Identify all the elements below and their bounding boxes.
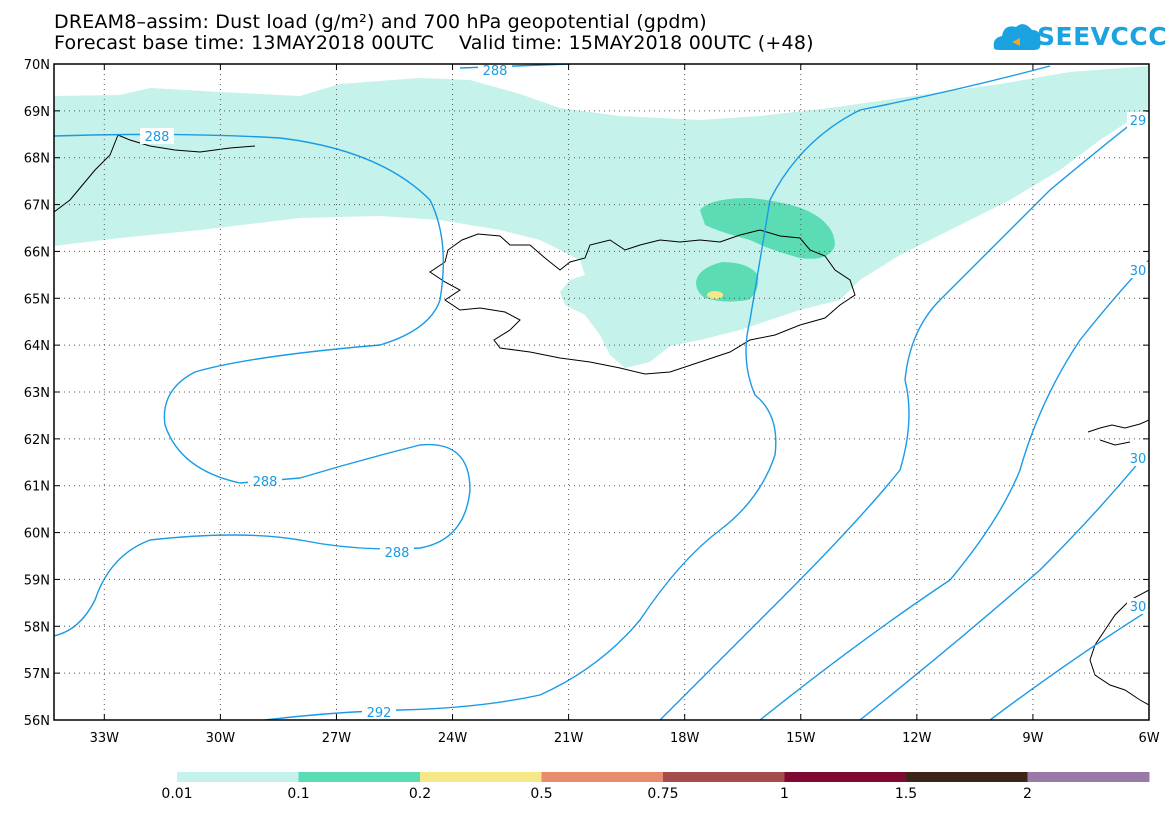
- lat-label: 60N: [24, 527, 50, 542]
- lat-label: 66N: [24, 245, 50, 260]
- latitude-labels: 70N 69N 68N 67N 66N 65N 64N 63N 62N 61N 60N 59N 58N 5…: [24, 58, 50, 729]
- lat-label: 57N: [24, 667, 50, 682]
- map-title-line1: DREAM8–assim: Dust load (g/m²) and 700 h…: [54, 11, 707, 33]
- colorbar-swatch: [177, 772, 299, 782]
- lon-label: 18W: [670, 731, 700, 746]
- lat-label: 62N: [24, 433, 50, 448]
- contour-label: 288: [385, 546, 410, 561]
- colorbar-swatch: [1027, 772, 1150, 782]
- lon-label: 12W: [902, 731, 932, 746]
- map-title-line2: Forecast base time: 13MAY2018 00UTC Vali…: [54, 32, 814, 54]
- dust-shade-patch-yellow: [707, 291, 723, 299]
- lon-label: 30W: [206, 731, 236, 746]
- lat-label: 65N: [24, 292, 50, 307]
- lon-label: 6W: [1138, 731, 1159, 746]
- lon-label: 9W: [1022, 731, 1043, 746]
- cloud-logo-icon: [993, 24, 1041, 50]
- contour-label: 288: [253, 475, 278, 490]
- colorbar-label: 0.5: [530, 786, 553, 802]
- axis-ticks: [54, 63, 1150, 721]
- colorbar-swatch: [541, 772, 664, 782]
- contour-label: 30: [1130, 264, 1147, 279]
- colorbar-label: 2: [1023, 786, 1032, 802]
- greenland-coastline: [54, 134, 256, 213]
- longitude-labels: 33W 30W 27W 24W 21W 18W 15W 12W 9W 6W: [90, 731, 1160, 746]
- contour-label: 30: [1130, 452, 1147, 467]
- lat-label: 64N: [24, 339, 50, 354]
- contour-labels: 288 288 288 288 292 29 30 30 30: [140, 62, 1149, 721]
- colorbar-swatch: [663, 772, 785, 782]
- contour-label: 292: [367, 706, 392, 721]
- lon-label: 33W: [90, 731, 120, 746]
- lat-label: 59N: [24, 573, 50, 588]
- lon-label: 15W: [786, 731, 816, 746]
- logo-text: SEEVCCC: [1037, 22, 1168, 51]
- lat-label: 63N: [24, 386, 50, 401]
- colorbar-label: 0.1: [287, 786, 310, 802]
- lat-label: 61N: [24, 480, 50, 495]
- colorbar-swatch: [298, 772, 421, 782]
- colorbar-swatch: [784, 772, 907, 782]
- iceland-coastline: [429, 229, 856, 375]
- contour-label: 29: [1130, 114, 1147, 129]
- dust-shade-lowest: [54, 66, 1149, 368]
- colorbar-label: 0.01: [161, 786, 193, 802]
- colorbar-swatch: [906, 772, 1028, 782]
- lat-label: 58N: [24, 620, 50, 635]
- colorbar-label: 0.75: [647, 786, 679, 802]
- colorbar-label: 0.2: [408, 786, 432, 802]
- faroe-coastline: [1087, 419, 1149, 446]
- colorbar-label: 1.5: [894, 786, 918, 802]
- lon-label: 24W: [438, 731, 468, 746]
- colorbar-label: 1: [780, 786, 789, 802]
- contour-label: 288: [483, 64, 508, 79]
- lat-label: 56N: [24, 714, 50, 729]
- lat-label: 70N: [24, 58, 50, 73]
- dust-shade-patch-north: [700, 198, 835, 259]
- lon-label: 21W: [554, 731, 584, 746]
- contour-label: 288: [145, 130, 170, 145]
- norway-coastline: [1089, 589, 1149, 706]
- lat-label: 67N: [24, 199, 50, 214]
- colorbar-swatch: [420, 772, 542, 782]
- lon-label: 27W: [322, 731, 352, 746]
- contour-label: 30: [1130, 600, 1147, 615]
- lat-label: 68N: [24, 152, 50, 167]
- lat-label: 69N: [24, 105, 50, 120]
- colorbar: [177, 772, 1150, 782]
